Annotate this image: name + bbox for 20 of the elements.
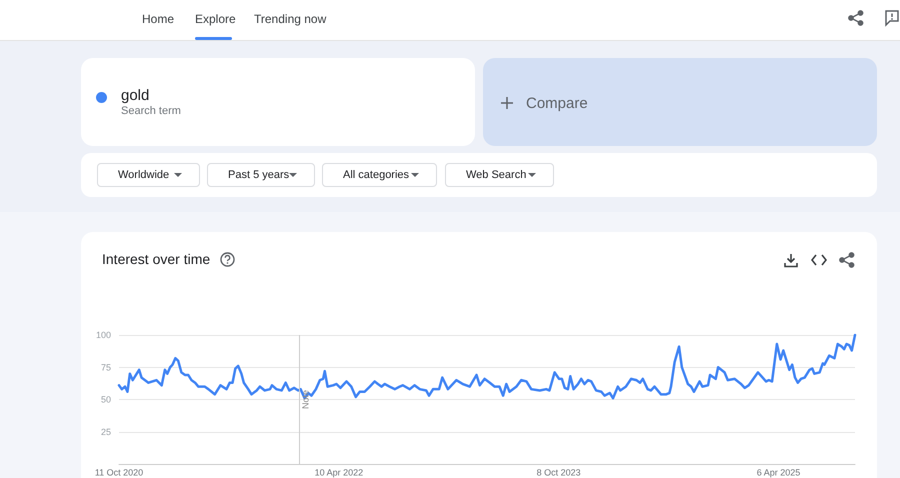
legend-label: gold bbox=[121, 87, 150, 104]
text: Web Search bbox=[466, 169, 526, 181]
y-tick-label: 100 bbox=[96, 330, 111, 340]
text: All categories bbox=[343, 169, 410, 181]
y-tick-label: 25 bbox=[100, 426, 111, 437]
text: Past 5 years bbox=[228, 169, 290, 181]
x-tick-label: 10 Apr 2022 bbox=[314, 468, 364, 478]
ref-line-label: Note bbox=[300, 390, 310, 410]
x-tick-label: 6 Apr 2025 bbox=[756, 468, 800, 478]
y-tick-label: 50 bbox=[100, 394, 111, 404]
text: Explore bbox=[195, 12, 236, 26]
text: Trending now bbox=[254, 12, 326, 26]
x-tick-label: 11 Oct 2020 bbox=[94, 468, 144, 478]
chart-title: Interest over time bbox=[102, 251, 210, 267]
y-tick-label: 75 bbox=[100, 362, 111, 372]
text: Worldwide bbox=[118, 169, 170, 181]
text: Search term bbox=[121, 105, 181, 117]
text: Home bbox=[142, 12, 174, 26]
text: Compare bbox=[526, 95, 588, 112]
x-tick-label: 8 Oct 2023 bbox=[536, 468, 581, 478]
